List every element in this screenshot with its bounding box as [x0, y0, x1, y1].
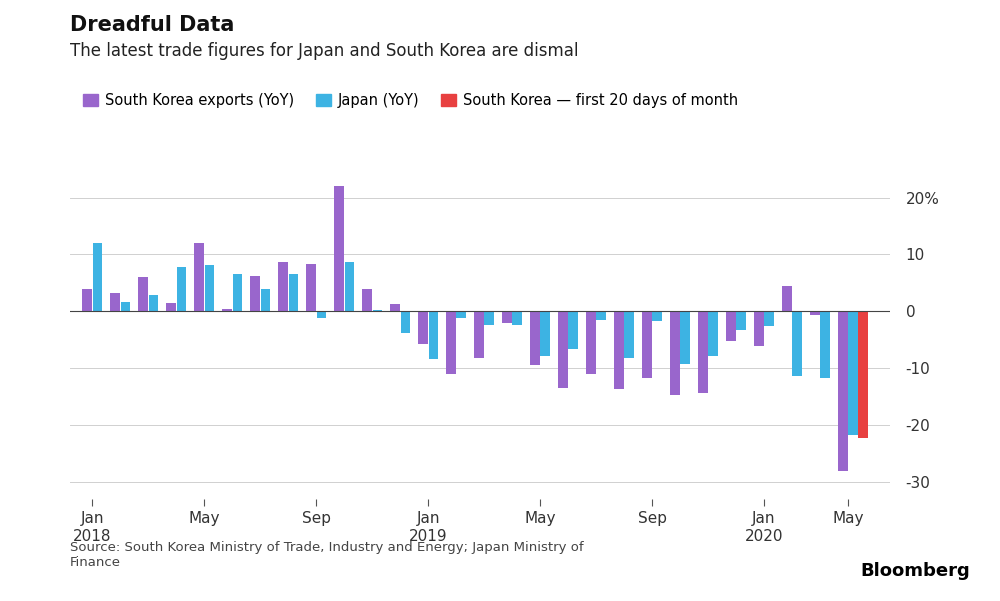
Bar [446, 311, 456, 374]
Bar [540, 311, 550, 356]
Bar [624, 311, 634, 358]
Bar [194, 243, 204, 311]
Bar [149, 295, 158, 311]
Bar [838, 311, 848, 471]
Bar [502, 311, 512, 323]
Bar [306, 264, 316, 311]
Legend: South Korea exports (YoY), Japan (YoY), South Korea — first 20 days of month: South Korea exports (YoY), Japan (YoY), … [77, 87, 744, 114]
Bar [530, 311, 540, 365]
Bar [680, 311, 690, 364]
Bar [698, 311, 708, 392]
Bar [401, 311, 410, 333]
Text: Bloomberg: Bloomberg [860, 562, 970, 580]
Bar [512, 311, 522, 325]
Bar [652, 311, 662, 321]
Bar [261, 289, 270, 311]
Bar [558, 311, 568, 388]
Bar [754, 311, 764, 346]
Text: Dreadful Data: Dreadful Data [70, 15, 234, 35]
Bar [764, 311, 774, 326]
Text: Source: South Korea Ministry of Trade, Industry and Energy; Japan Ministry of
Fi: Source: South Korea Ministry of Trade, I… [70, 541, 584, 569]
Bar [858, 311, 868, 438]
Bar [474, 311, 484, 358]
Bar [334, 184, 344, 311]
Bar [362, 288, 372, 311]
Bar [390, 304, 400, 311]
Text: The latest trade figures for Japan and South Korea are dismal: The latest trade figures for Japan and S… [70, 42, 578, 60]
Bar [250, 276, 260, 311]
Bar [205, 265, 214, 311]
Bar [93, 243, 102, 311]
Bar [456, 311, 466, 318]
Bar [289, 274, 298, 311]
Bar [429, 311, 438, 359]
Bar [810, 311, 820, 316]
Bar [642, 311, 652, 378]
Bar [345, 262, 354, 311]
Bar [596, 311, 606, 320]
Bar [614, 311, 624, 389]
Bar [708, 311, 718, 356]
Bar [317, 311, 326, 318]
Bar [782, 285, 792, 311]
Bar [177, 267, 186, 311]
Bar [586, 311, 596, 374]
Bar [110, 293, 120, 311]
Bar [484, 311, 494, 325]
Bar [82, 289, 92, 311]
Bar [233, 275, 242, 311]
Bar [418, 311, 428, 344]
Bar [568, 311, 578, 349]
Bar [278, 262, 288, 311]
Bar [138, 276, 148, 311]
Bar [848, 311, 858, 435]
Bar [222, 309, 232, 311]
Bar [792, 311, 802, 376]
Bar [166, 303, 176, 311]
Bar [736, 311, 746, 329]
Bar [820, 311, 830, 378]
Bar [670, 311, 680, 395]
Bar [121, 302, 130, 311]
Bar [373, 310, 382, 311]
Bar [726, 311, 736, 341]
